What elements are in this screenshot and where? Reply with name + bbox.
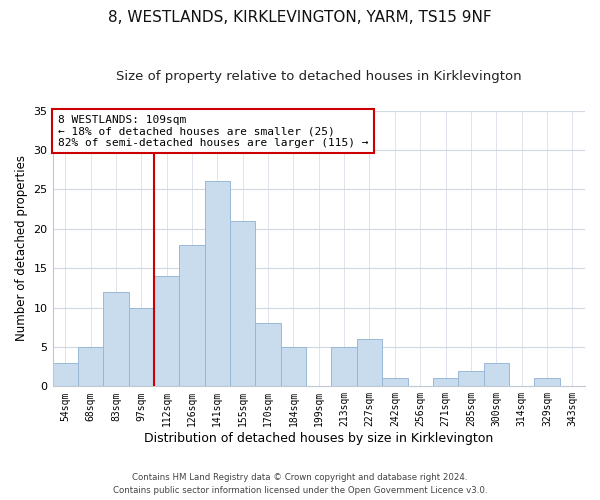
Bar [281, 347, 306, 387]
Title: Size of property relative to detached houses in Kirklevington: Size of property relative to detached ho… [116, 70, 521, 83]
Y-axis label: Number of detached properties: Number of detached properties [15, 156, 28, 342]
Bar [458, 370, 484, 386]
Bar [154, 276, 179, 386]
Bar [78, 347, 103, 387]
Bar [230, 221, 256, 386]
Bar [179, 244, 205, 386]
Text: Contains HM Land Registry data © Crown copyright and database right 2024.
Contai: Contains HM Land Registry data © Crown c… [113, 473, 487, 495]
Text: 8, WESTLANDS, KIRKLEVINGTON, YARM, TS15 9NF: 8, WESTLANDS, KIRKLEVINGTON, YARM, TS15 … [108, 10, 492, 25]
Bar [128, 308, 154, 386]
Bar [534, 378, 560, 386]
Bar [331, 347, 357, 387]
Bar [53, 362, 78, 386]
Bar [433, 378, 458, 386]
X-axis label: Distribution of detached houses by size in Kirklevington: Distribution of detached houses by size … [144, 432, 493, 445]
Bar [103, 292, 128, 386]
Bar [205, 182, 230, 386]
Bar [256, 324, 281, 386]
Text: 8 WESTLANDS: 109sqm
← 18% of detached houses are smaller (25)
82% of semi-detach: 8 WESTLANDS: 109sqm ← 18% of detached ho… [58, 114, 368, 148]
Bar [357, 339, 382, 386]
Bar [484, 362, 509, 386]
Bar [382, 378, 407, 386]
